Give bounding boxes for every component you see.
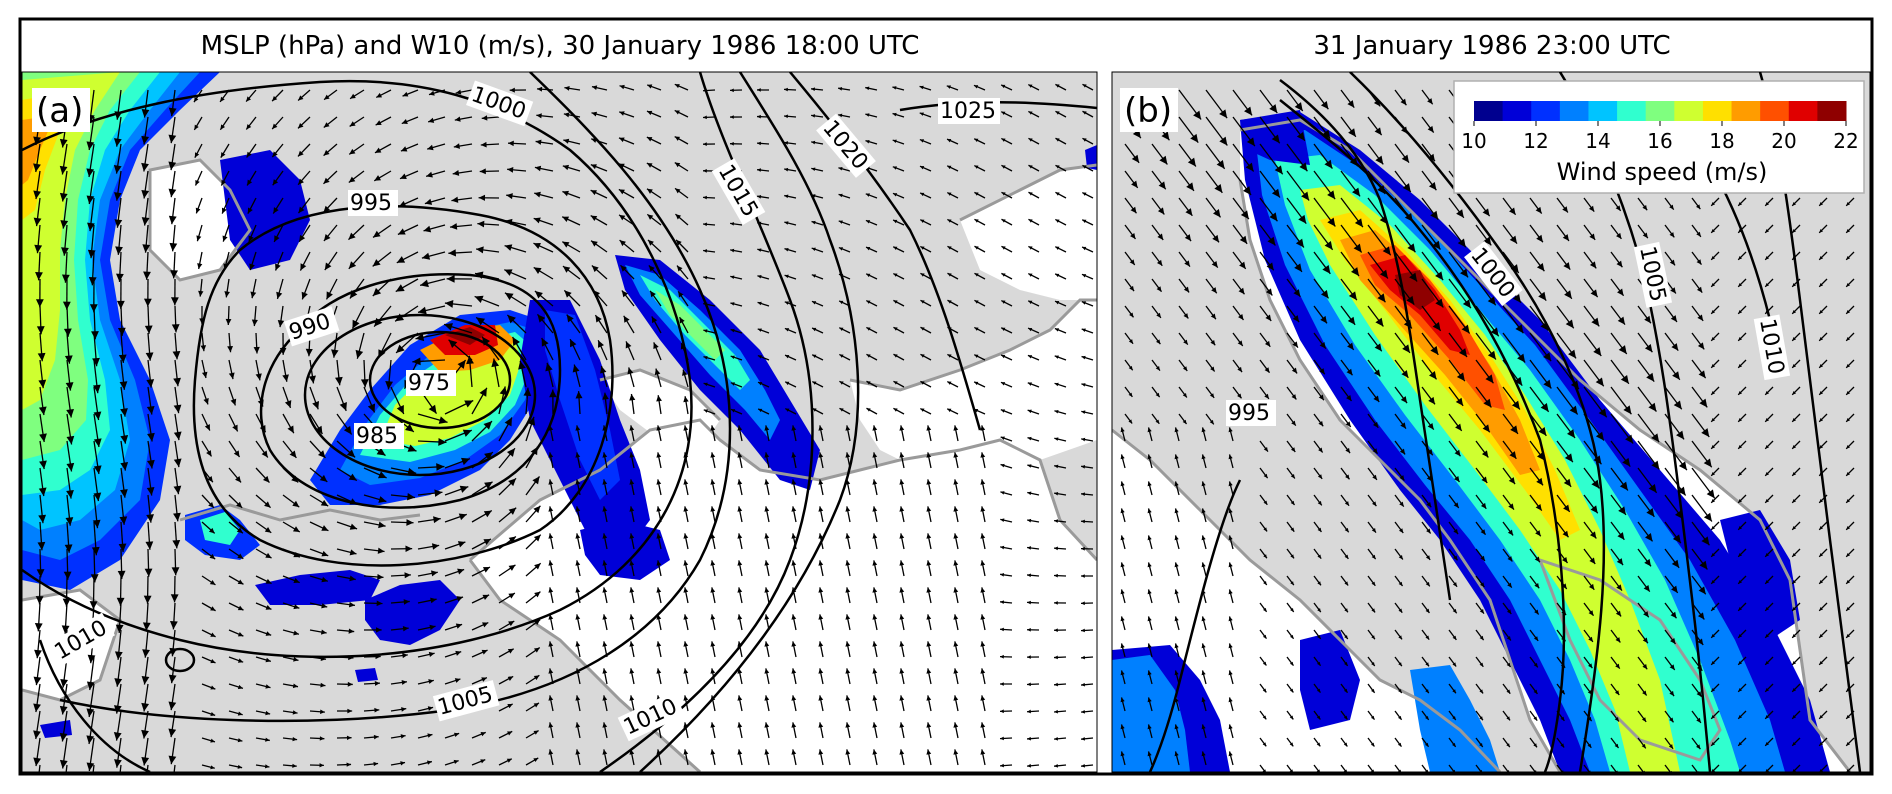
panel-a-sea-black-sea [960,165,1097,300]
colorbar-swatch [1588,101,1618,121]
colorbar-ticks: 10 12 14 16 18 20 22 [1461,121,1859,153]
isobar-995-b-east [1279,79,1452,601]
colorbar-swatch [1731,101,1761,121]
colorbar-swatch [1531,101,1561,121]
colorbar-tick-label: 22 [1833,129,1858,153]
colorbar-tick-label: 10 [1461,129,1486,153]
colorbar-tick-label: 12 [1523,129,1548,153]
colorbar-tick-label: 14 [1585,129,1610,153]
panel-b-label: (b) [1124,91,1172,131]
panel-a-label: (a) [36,91,83,131]
panel-a-border [21,71,1098,773]
colorbar-tick-label: 16 [1647,129,1672,153]
contour-label-985: 985 [356,424,398,449]
colorbar-swatch [1817,101,1847,121]
isobar-1015 [639,72,860,772]
isobar-1010-west [38,639,151,772]
colorbar-legend: 10 12 14 16 18 20 22 Wind speed (m/s) [1453,80,1865,194]
colorbar-swatch [1617,101,1647,121]
isobar-985 [303,313,537,477]
colorbar-swatch [1474,101,1504,121]
colorbar-swatch [1788,101,1818,121]
panel-b-sea-tyrrhenian [1112,430,1500,772]
isobar-975 [368,330,512,430]
panel-b-map: 995 1000 1005 1010 (b) 10 12 14 16 18 20 22 Wi… [1112,72,1870,772]
isobar-995-b [1148,479,1242,772]
colorbar-swatch [1674,101,1704,121]
colorbar-swatch [1702,101,1733,121]
colorbar-tick-label: 18 [1709,129,1734,153]
isobar-1000 [22,79,693,659]
isobar-1005 [59,72,732,723]
isobar-995 [192,205,614,567]
contour-label-995-b: 995 [1228,401,1270,426]
panel-b-border [1111,71,1871,773]
panel-a-arrows [33,83,1094,772]
isobar-1020 [789,72,982,431]
panel-a-sea-aegean [850,300,1097,470]
contour-label-1025: 1025 [940,99,996,124]
colorbar-swatch [1645,101,1675,121]
colorbar-swatch [1502,101,1532,121]
colorbar-swatch [1559,101,1589,121]
colorbar-swatches [1474,101,1847,121]
contour-label-995: 995 [350,191,392,216]
panel-a-title: MSLP (hPa) and W10 (m/s), 30 January 198… [201,31,920,61]
colorbar-tick-label: 20 [1771,129,1796,153]
panel-b-title: 31 January 1986 23:00 UTC [1313,31,1670,61]
colorbar-swatch [1760,101,1790,121]
panel-a-map: 975 985 990 995 1000 1005 1010 1010 1015… [22,72,1097,772]
contour-label-975: 975 [408,371,450,396]
isobar-small-loop [164,647,196,673]
panel-b-arrows [1120,89,1855,772]
colorbar-box [1453,80,1865,194]
isobar-1000-b-2 [1279,99,1566,772]
colorbar-label: Wind speed (m/s) [1557,158,1768,186]
